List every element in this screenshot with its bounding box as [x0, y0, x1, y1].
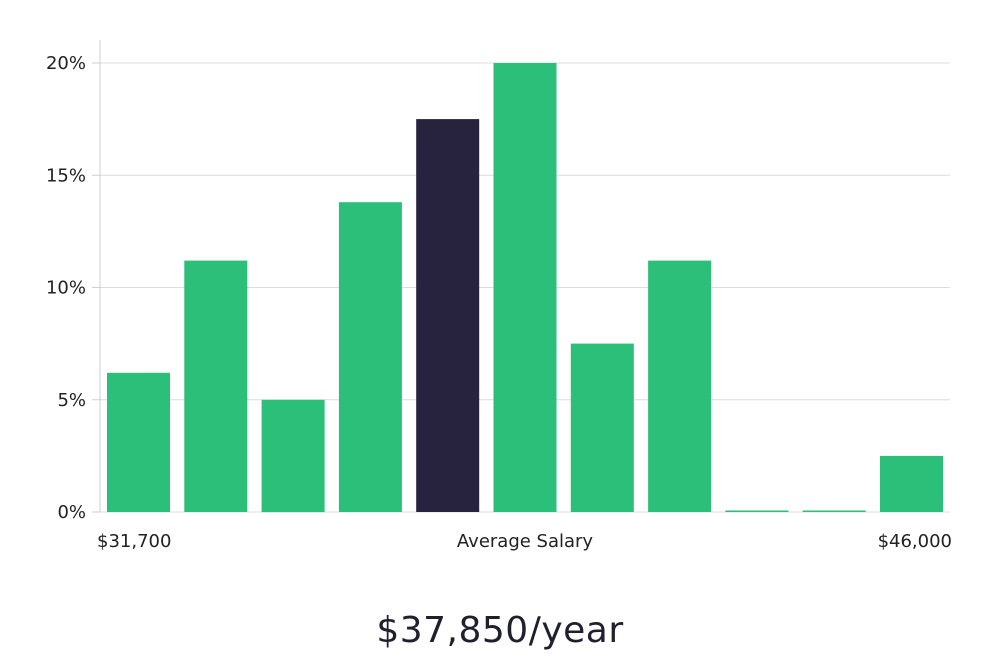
bar: [802, 510, 866, 512]
bar: [261, 399, 325, 513]
x-label-average: Average Salary: [457, 531, 594, 552]
salary-histogram: 0% 5% 10% 15% 20% $31,700 Average Salary $46…: [46, 40, 952, 552]
bars: [107, 63, 943, 513]
bar: [107, 372, 170, 512]
bar: [493, 63, 557, 512]
x-label-max: $46,000: [878, 531, 952, 552]
y-tick-label: 5%: [57, 390, 86, 411]
bar: [338, 202, 402, 512]
y-axis-ticks: 0% 5% 10% 15% 20%: [46, 53, 100, 523]
bar: [648, 260, 712, 512]
average-salary-value: $37,850/year: [376, 610, 624, 651]
y-tick-label: 10%: [46, 278, 86, 299]
y-tick-label: 0%: [57, 502, 86, 523]
bar: [880, 455, 943, 512]
bar: [570, 343, 634, 512]
x-label-min: $31,700: [97, 531, 171, 552]
y-tick-label: 15%: [46, 165, 86, 186]
bar-average: [416, 119, 480, 512]
bar: [725, 510, 789, 512]
y-tick-label: 20%: [46, 53, 86, 74]
bar: [184, 260, 248, 512]
